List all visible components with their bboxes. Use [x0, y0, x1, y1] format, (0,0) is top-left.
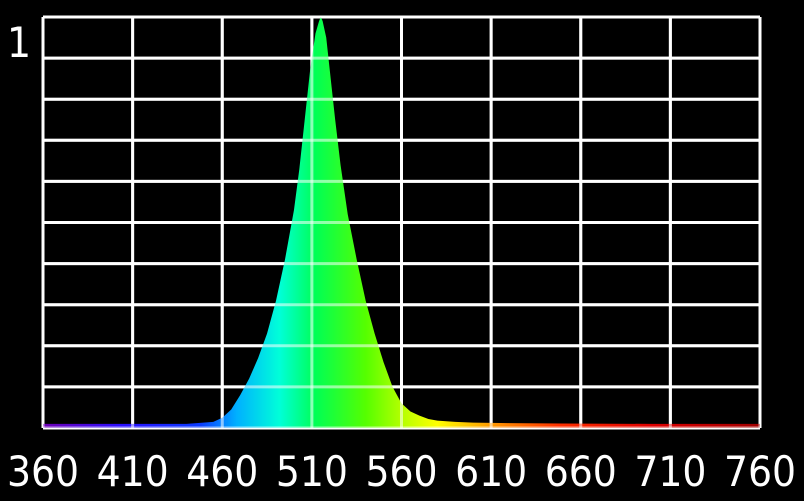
y-tick-label: 1	[7, 18, 31, 67]
x-tick-label: 510	[276, 447, 348, 496]
x-tick-label: 360	[7, 447, 79, 496]
x-tick-label: 760	[724, 447, 796, 496]
x-tick-label: 410	[97, 447, 169, 496]
x-tick-label: 660	[545, 447, 617, 496]
x-tick-label: 460	[186, 447, 258, 496]
x-tick-label: 710	[634, 447, 706, 496]
x-axis-labels: 360 410 460 510 560 610 660 710 760	[7, 447, 796, 496]
y-axis-labels: 1	[7, 18, 31, 67]
x-tick-label: 610	[455, 447, 527, 496]
grid-overlay	[41, 15, 762, 430]
x-tick-label: 560	[365, 447, 437, 496]
